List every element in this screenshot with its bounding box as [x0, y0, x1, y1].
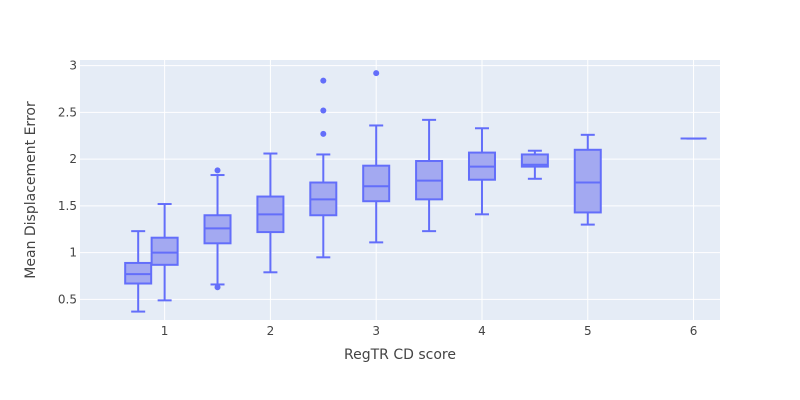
y-tick-label: 1.5 — [58, 199, 77, 213]
box-mark — [124, 230, 153, 313]
box-mark — [203, 167, 232, 291]
outlier-point — [320, 130, 327, 137]
outlier-point — [214, 167, 221, 174]
x-tick-label: 6 — [690, 324, 698, 338]
x-axis-title: RegTR CD score — [344, 347, 456, 363]
box-mark — [467, 127, 496, 216]
x-tick-label: 2 — [267, 324, 275, 338]
box-body — [362, 164, 391, 203]
gridlines — [80, 60, 720, 320]
box-body — [520, 153, 549, 168]
box-body — [150, 236, 179, 266]
y-tick-label: 3 — [69, 59, 77, 73]
box-series — [124, 70, 707, 313]
outlier-point — [320, 77, 327, 84]
y-tick-label: 2 — [69, 152, 77, 166]
box-mark — [415, 118, 444, 233]
y-axis-title: Mean Displacement Error — [23, 101, 39, 279]
y-tick-label: 0.5 — [58, 292, 77, 306]
box-mark — [520, 149, 549, 180]
y-tick-label: 1 — [69, 246, 77, 260]
y-tick-label: 2.5 — [58, 105, 77, 119]
x-tick-label: 1 — [161, 324, 169, 338]
x-tick-label: 3 — [372, 324, 380, 338]
outlier-point — [373, 70, 380, 77]
box-mark — [150, 203, 179, 302]
x-tick-label: 5 — [584, 324, 592, 338]
x-tick-label: 4 — [478, 324, 486, 338]
outlier-point — [320, 107, 327, 114]
outlier-point — [214, 284, 221, 291]
x-axis-ticks: 1 2 3 4 5 6 — [161, 324, 698, 338]
box-mark — [573, 133, 602, 226]
y-axis-ticks: 0.5 1 1.5 2 2.5 3 — [58, 59, 77, 307]
box-body — [573, 148, 602, 214]
box-mark — [256, 152, 285, 274]
box-mark — [362, 70, 391, 244]
plot-background — [80, 60, 720, 320]
box-mark — [309, 77, 338, 259]
